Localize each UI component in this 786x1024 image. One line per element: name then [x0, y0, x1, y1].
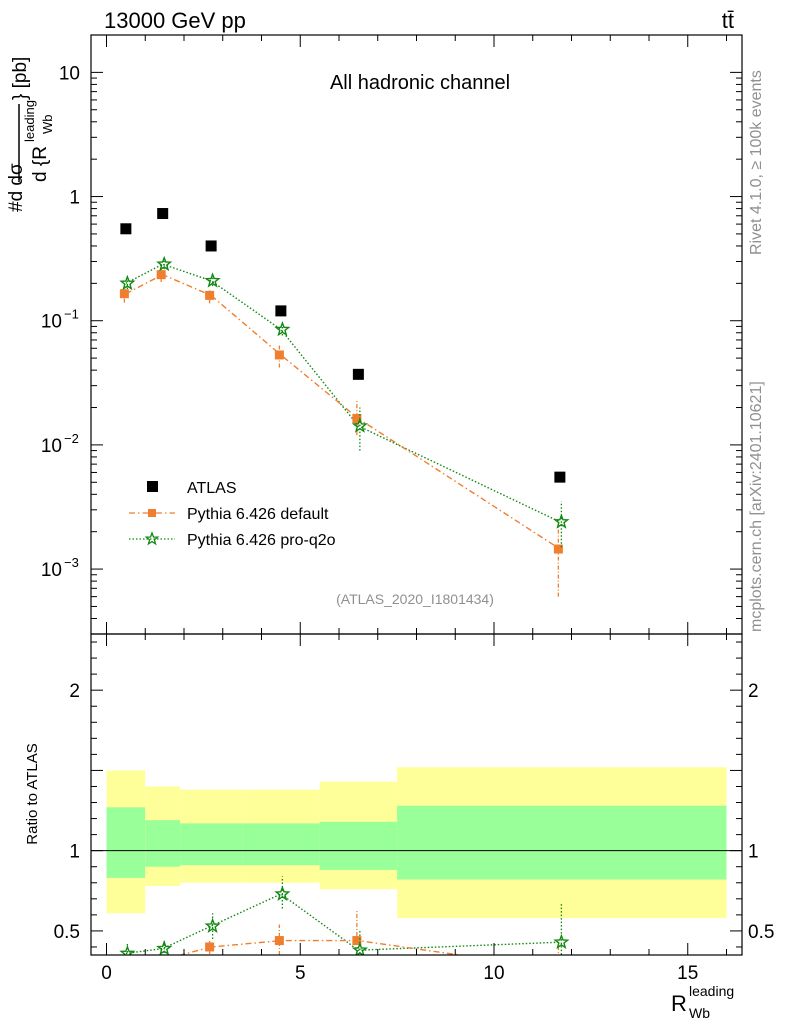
ylabel-denominator: d {R	[30, 146, 51, 182]
ylabel-sup: leading	[22, 100, 37, 142]
legend-marker-default	[148, 509, 156, 517]
point-atlas	[554, 471, 566, 483]
point-default	[553, 544, 563, 554]
ylabel-numerator: #d dσ	[6, 163, 27, 212]
ylabel-sub: Wb	[40, 115, 55, 135]
x-tick-label: 15	[677, 963, 698, 984]
mcplots-label: mcplots.cern.ch [arXiv:2401.10621]	[748, 381, 765, 632]
ratio-ticks: 0.5 0.5 1 1 2 2	[54, 634, 774, 955]
point-default	[119, 289, 129, 299]
legend-label-atlas: ATLAS	[187, 480, 237, 497]
x-tick-label: 10	[483, 963, 504, 984]
band-inner	[397, 805, 727, 880]
ratio-ylabel: Ratio to ATLAS	[24, 743, 41, 844]
ratio-series-group	[119, 876, 570, 974]
point-proq2o	[553, 513, 570, 529]
ratio-point-default	[157, 955, 166, 964]
ylabel-unit: } [pb]	[10, 57, 31, 100]
x-tick-label: 5	[295, 963, 306, 984]
ratio-line-default	[178, 939, 465, 955]
point-default	[352, 414, 362, 424]
y-tick-label: 1	[69, 188, 80, 209]
ratio-point-default	[274, 936, 284, 946]
legend-label-proq2o: Pythia 6.426 pro-q2o	[187, 532, 336, 549]
y-tick-exponent: −3	[64, 555, 79, 570]
band-inner	[242, 823, 320, 866]
x-axis-ticks: 0 5 10 15	[101, 963, 698, 984]
point-atlas	[157, 208, 169, 220]
x-axis-label: R Wb leading	[671, 983, 734, 1021]
ratio-point-proq2o	[351, 941, 369, 955]
legend-marker-proq2o	[144, 531, 160, 546]
ratio-point-proq2o	[119, 944, 136, 955]
ratio-y-tick-label-right: 1	[748, 842, 759, 863]
point-atlas	[275, 305, 287, 317]
ratio-y-tick-label-right: 0.5	[748, 922, 774, 943]
ratio-point-proq2o	[553, 933, 570, 950]
band-inner	[319, 821, 398, 870]
ratio-point-default	[554, 965, 563, 974]
y-tick-exponent: −1	[64, 307, 79, 322]
point-default	[205, 290, 215, 300]
band-inner	[106, 807, 146, 878]
ratio-bands	[106, 767, 727, 919]
process-label: tt̄	[722, 8, 734, 33]
xlabel-main: R	[671, 991, 687, 1016]
ratio-panel: 0.5 0.5 1 1 2 2 Ratio to ATLAS 0 5 10 15 R Wb le…	[24, 633, 774, 1021]
xlabel-sup: leading	[689, 983, 734, 999]
legend-label-default: Pythia 6.426 default	[187, 506, 329, 523]
y-tick-label: 10	[59, 63, 80, 84]
point-proq2o	[156, 255, 173, 272]
ratio-point-default	[352, 936, 362, 946]
point-default	[274, 350, 284, 360]
point-atlas	[120, 223, 132, 235]
main-series	[119, 208, 570, 597]
ratio-point-proq2o	[204, 917, 221, 934]
series-line-default	[125, 273, 561, 550]
x-tick-label: 0	[101, 963, 112, 984]
legend-marker-atlas	[147, 481, 158, 492]
legend: ATLAS Pythia 6.426 default Pythia 6.426 …	[129, 480, 336, 549]
ratio-point-default	[205, 942, 215, 952]
point-proq2o	[204, 272, 221, 288]
ratio-y-tick-label-left: 0.5	[54, 922, 80, 943]
y-tick-label: 10	[41, 436, 62, 457]
ratio-series	[119, 876, 570, 974]
ratio-y-tick-label-left: 2	[69, 681, 80, 702]
ratio-y-tick-label-left: 1	[69, 842, 80, 863]
rivet-label: Rivet 4.1.0, ≥ 100k events	[748, 70, 765, 255]
analysis-tag: (ATLAS_2020_I1801434)	[336, 591, 494, 607]
main-title: All hadronic channel	[330, 72, 510, 94]
y-tick-label: 10	[41, 312, 62, 333]
ratio-point-proq2o	[156, 940, 173, 955]
point-proq2o	[351, 417, 369, 433]
main-panel: All hadronic channel (ATLAS_2020_I180143…	[6, 34, 743, 635]
ratio-point-default	[120, 959, 129, 968]
band-inner	[145, 820, 181, 867]
ratio-point-proq2o	[274, 885, 291, 901]
main-ylabel: #d dσ d {R Wb leading } [pb]	[6, 57, 55, 212]
point-atlas	[205, 240, 217, 252]
point-proq2o	[119, 274, 136, 291]
ratio-y-tick-label-right: 2	[748, 681, 759, 702]
band-inner	[180, 823, 243, 866]
point-proq2o	[274, 320, 291, 337]
y-tick-exponent: −2	[64, 431, 79, 446]
xlabel-sub: Wb	[689, 1005, 710, 1021]
energy-label: 13000 GeV pp	[104, 8, 246, 33]
point-atlas	[352, 368, 364, 380]
y-tick-label: 10	[41, 560, 62, 581]
point-default	[156, 270, 166, 280]
